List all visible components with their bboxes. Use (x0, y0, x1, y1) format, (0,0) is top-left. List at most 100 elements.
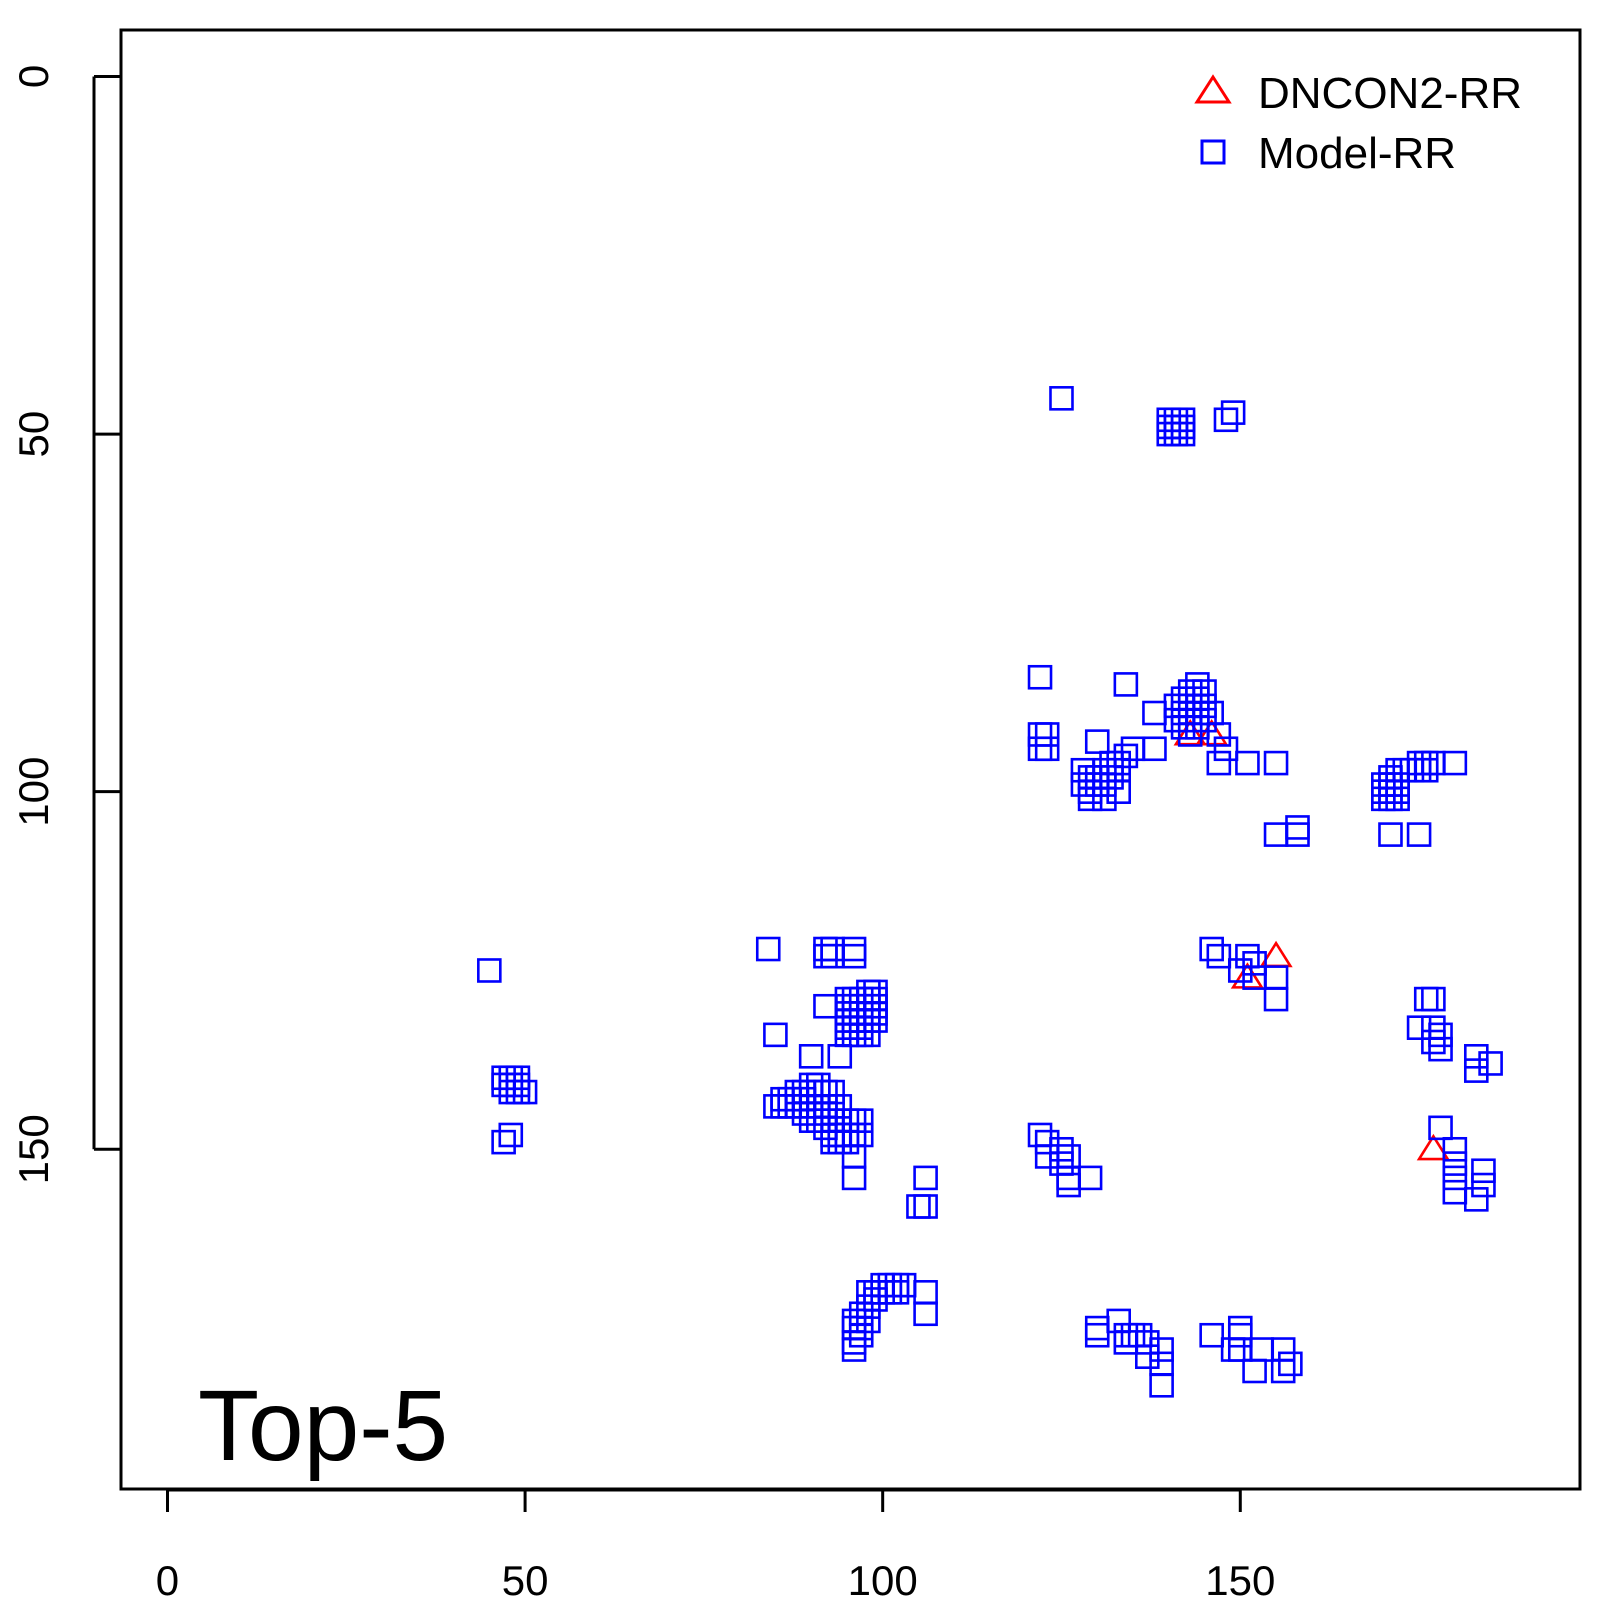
model-rr-point-122 (856, 1022, 881, 1048)
model-rr-point-57 (1077, 786, 1103, 812)
x-tick-label-150: 150 (1205, 1557, 1275, 1600)
model-rr-point-91 (841, 943, 867, 969)
model-rr-point-245 (1149, 1337, 1174, 1362)
model-rr-point-129 (1242, 951, 1267, 976)
model-rr-point-40 (1235, 750, 1260, 776)
model-rr-point-84 (477, 958, 502, 983)
model-rr-point-205 (1442, 1136, 1468, 1162)
model-rr-point-17 (1034, 736, 1060, 762)
model-rr-point-33 (1177, 722, 1203, 747)
model-rr-point-257 (1278, 1351, 1303, 1377)
model-rr-point-13 (1113, 672, 1139, 697)
model-rr-point-196 (1034, 1129, 1060, 1155)
model-rr-point-232 (848, 1322, 874, 1348)
model-rr-point-39 (1206, 750, 1232, 776)
model-rr-point-10 (1213, 407, 1239, 433)
model-rr-point-12 (1027, 664, 1053, 690)
legend-label-dncon2-rr: DNCON2-RR (1258, 69, 1522, 118)
model-rr-point-153 (498, 1122, 524, 1148)
model-rr-point-92 (763, 1022, 788, 1048)
model-rr-point-152 (491, 1129, 516, 1155)
model-rr-point-248 (1199, 1322, 1224, 1348)
model-rr-point-0 (1049, 386, 1074, 411)
model-rr-point-243 (1135, 1330, 1160, 1355)
model-rr-point-151 (512, 1079, 538, 1105)
model-rr-point-244 (1135, 1344, 1160, 1369)
model-rr-point-62 (1263, 822, 1289, 847)
y-tick-label-100: 100 (10, 757, 57, 827)
model-rr-point-138 (1421, 1029, 1446, 1055)
model-rr-point-235 (913, 1301, 938, 1327)
x-tick-label-50: 50 (502, 1557, 549, 1600)
model-rr-point-45 (1092, 757, 1117, 783)
model-rr-point-206 (1442, 1151, 1468, 1176)
axes-layer: 0 50 100 150 0 50 100 150 (10, 65, 1275, 1600)
model-rr-point-50 (1142, 736, 1167, 762)
model-rr-point-48 (1113, 743, 1139, 769)
y-tick-label-0: 0 (10, 65, 57, 88)
model-rr-point-131 (1263, 986, 1289, 1012)
points-layer (477, 386, 1503, 1398)
model-rr-point-233 (841, 1337, 867, 1362)
model-rr-point-139 (1428, 1036, 1453, 1062)
model-rr-point-134 (1421, 986, 1446, 1012)
model-rr-point-41 (1263, 750, 1289, 776)
model-rr-point-81 (1442, 750, 1468, 776)
model-rr-point-247 (1149, 1372, 1174, 1398)
model-rr-point-214 (913, 1194, 938, 1219)
model-rr-point-125 (1199, 936, 1224, 962)
model-rr-point-192 (834, 1129, 860, 1155)
series-model-rr (477, 386, 1503, 1398)
model-rr-point-128 (1227, 958, 1253, 983)
model-rr-point-250 (1227, 1322, 1253, 1348)
y-tick-label-50: 50 (10, 411, 57, 458)
legend: DNCON2-RR Model-RR (1194, 69, 1522, 178)
model-rr-point-142 (1463, 1058, 1489, 1083)
dncon2-rr-point-4 (1416, 1133, 1451, 1161)
model-rr-point-35 (1192, 707, 1217, 733)
model-rr-point-123 (798, 1044, 824, 1069)
model-rr-point-204 (1428, 1115, 1453, 1141)
y-tick-label-150: 150 (10, 1114, 57, 1184)
model-rr-point-37 (1206, 722, 1232, 747)
model-rr-point-124 (827, 1044, 853, 1069)
model-rr-point-80 (1413, 757, 1439, 783)
model-rr-point-132 (1242, 965, 1267, 990)
model-rr-point-15 (1034, 722, 1060, 747)
model-rr-point-38 (1213, 736, 1239, 762)
panel-annotation: Top-5 (198, 1370, 448, 1482)
model-rr-point-210 (1471, 1172, 1496, 1198)
model-rr-point-183 (848, 1108, 874, 1133)
model-rr-point-140 (1463, 1044, 1489, 1069)
model-rr-point-227 (884, 1280, 910, 1305)
model-rr-point-59 (1106, 779, 1131, 804)
model-rr-point-18 (1084, 729, 1110, 754)
model-rr-point-118 (863, 1008, 888, 1033)
model-rr-point-54 (1092, 772, 1117, 797)
x-tick-label-100: 100 (848, 1557, 918, 1600)
x-tick-label-0: 0 (156, 1557, 179, 1600)
model-rr-point-82 (1378, 822, 1403, 847)
model-rr-point-211 (1463, 1187, 1489, 1212)
model-rr-point-230 (856, 1308, 881, 1334)
model-rr-point-9 (1170, 421, 1196, 447)
legend-label-model-rr: Model-RR (1258, 129, 1456, 178)
model-rr-point-141 (1478, 1051, 1503, 1076)
model-rr-point-58 (1092, 786, 1117, 812)
model-rr-point-254 (1242, 1358, 1267, 1384)
legend-marker-dncon2-rr (1194, 74, 1232, 104)
model-rr-point-194 (841, 1165, 867, 1191)
model-rr-point-198 (1049, 1136, 1074, 1162)
model-rr-point-212 (913, 1165, 938, 1191)
model-rr-point-256 (1270, 1358, 1296, 1384)
model-rr-point-207 (1442, 1165, 1468, 1191)
model-rr-point-209 (1471, 1158, 1496, 1184)
model-rr-point-237 (1084, 1322, 1110, 1348)
model-rr-point-203 (1077, 1165, 1103, 1191)
model-rr-point-83 (1406, 822, 1432, 847)
legend-marker-model-rr (1200, 139, 1226, 165)
model-rr-point-175 (827, 1094, 853, 1119)
model-rr-point-137 (1428, 1022, 1453, 1048)
